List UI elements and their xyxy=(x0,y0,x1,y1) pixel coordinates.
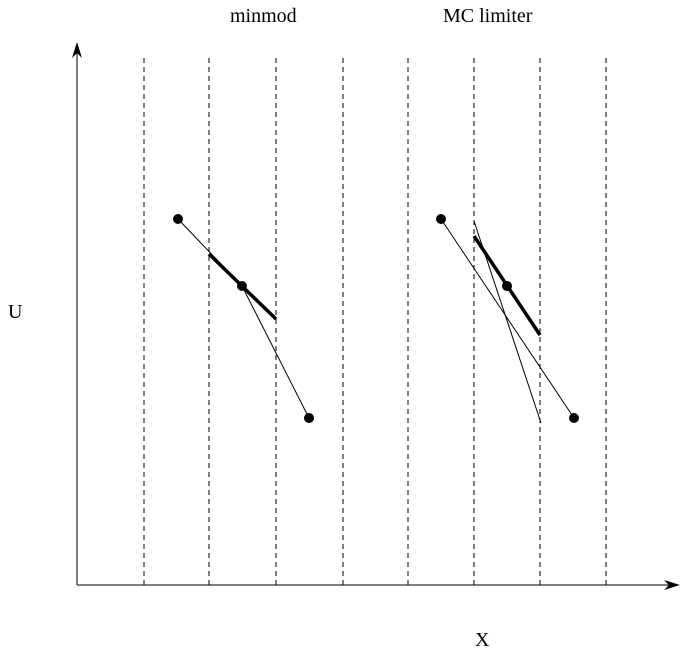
minmod-title: minmod xyxy=(230,5,297,27)
data-point xyxy=(237,281,247,291)
mc-limiter-title: MC limiter xyxy=(443,5,533,27)
x-axis-arrowhead xyxy=(664,580,680,590)
cell-boundaries xyxy=(143,58,607,585)
y-axis-arrowhead xyxy=(72,42,82,58)
data-point xyxy=(502,281,512,291)
data-point xyxy=(173,214,183,224)
right-difference-line xyxy=(241,285,310,419)
data-point xyxy=(569,413,579,423)
y-axis-label: U xyxy=(8,301,23,323)
minmod-panel xyxy=(173,214,314,423)
data-point xyxy=(304,413,314,423)
axes xyxy=(76,48,672,586)
x-axis-label: X xyxy=(475,629,490,651)
central-difference-line xyxy=(440,218,575,419)
mc-limiter-panel xyxy=(436,214,579,424)
data-point xyxy=(436,214,446,224)
